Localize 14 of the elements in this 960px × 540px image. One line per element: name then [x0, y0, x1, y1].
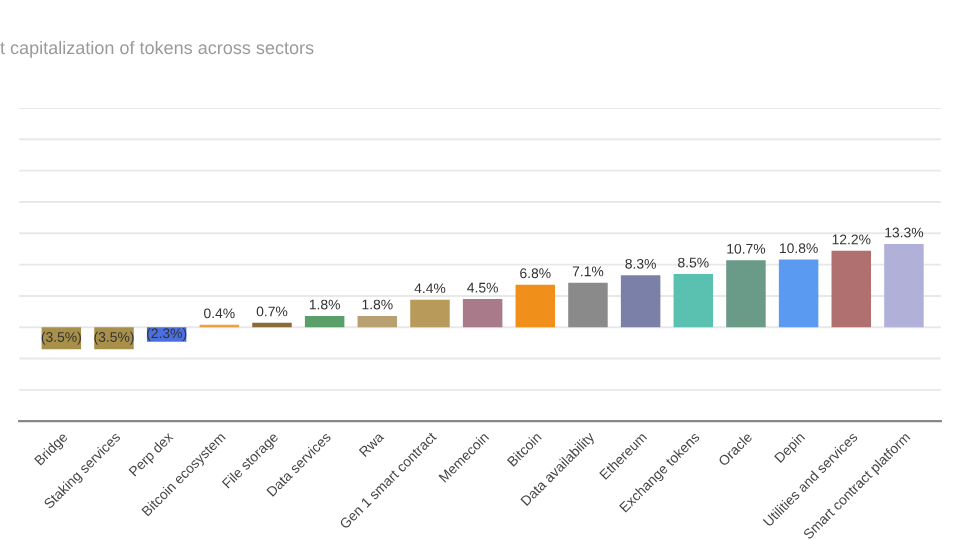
bar: [304, 315, 345, 328]
bar: [357, 315, 398, 328]
bar: [252, 322, 292, 328]
bar: [410, 299, 450, 328]
bar: [884, 243, 924, 328]
bar: [620, 275, 661, 328]
bar: [673, 274, 714, 328]
bar: [515, 284, 556, 328]
bar: [462, 299, 503, 328]
bar: [778, 259, 819, 328]
chart-title: t capitalization of tokens across sectors: [0, 40, 314, 58]
bar: [568, 282, 608, 328]
bar: [726, 260, 766, 328]
bar: [831, 250, 872, 328]
